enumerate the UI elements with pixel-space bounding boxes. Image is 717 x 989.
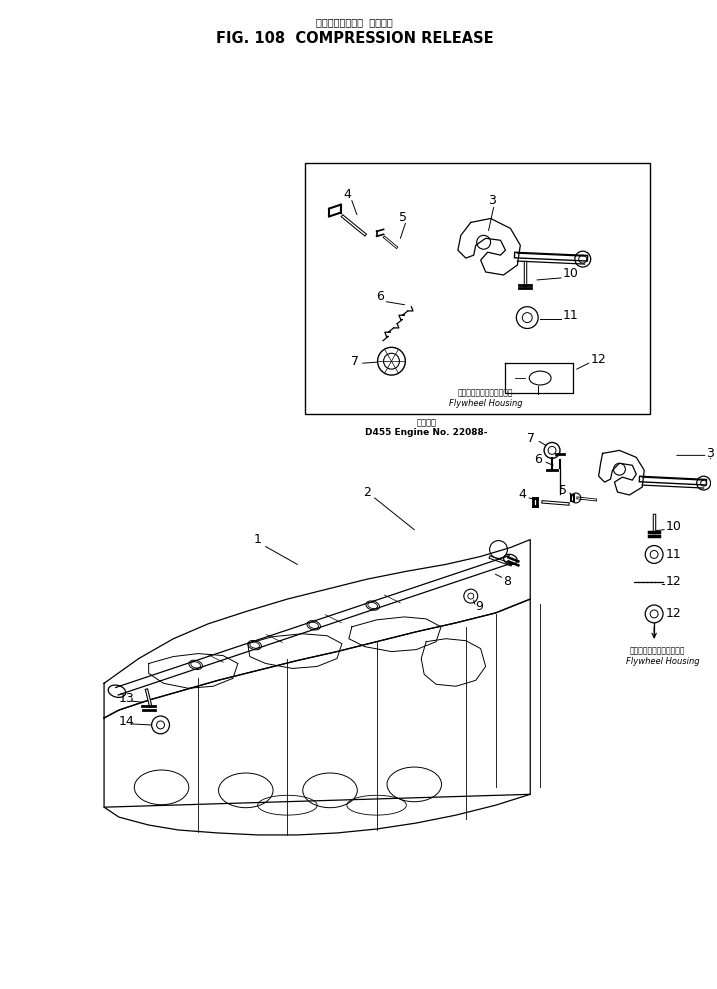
Text: 13: 13: [119, 691, 135, 705]
Polygon shape: [104, 599, 531, 835]
Text: フライホイールハウジング: フライホイールハウジング: [458, 389, 513, 398]
Text: Flywheel Housing: Flywheel Housing: [449, 400, 523, 408]
Text: 7: 7: [351, 355, 358, 368]
Text: 4: 4: [518, 489, 526, 501]
Text: 3: 3: [706, 447, 713, 460]
Text: D455 Engine No. 22088-: D455 Engine No. 22088-: [365, 428, 488, 437]
Text: 5: 5: [559, 484, 567, 496]
Text: 6: 6: [534, 453, 542, 466]
Text: コンプレッション  リリーズ: コンプレッション リリーズ: [316, 17, 393, 28]
Text: Flywheel Housing: Flywheel Housing: [627, 657, 700, 666]
Text: 12: 12: [666, 607, 682, 620]
Text: 5: 5: [399, 211, 407, 224]
Text: 12: 12: [591, 353, 607, 366]
Text: 14: 14: [119, 715, 135, 729]
Text: FIG. 108  COMPRESSION RELEASE: FIG. 108 COMPRESSION RELEASE: [216, 32, 493, 46]
Text: 1: 1: [254, 533, 262, 546]
Text: 6: 6: [376, 291, 384, 304]
Text: 3: 3: [488, 194, 495, 207]
Text: 4: 4: [343, 188, 351, 201]
Text: 適用番号: 適用番号: [416, 418, 436, 427]
Text: 10: 10: [563, 267, 579, 281]
Text: 2: 2: [363, 486, 371, 498]
Bar: [305, 163, 650, 413]
Text: 10: 10: [666, 520, 682, 533]
Text: 7: 7: [527, 432, 535, 445]
Text: 11: 11: [563, 310, 579, 322]
Text: 9: 9: [475, 600, 483, 613]
Polygon shape: [104, 540, 531, 718]
Text: 11: 11: [666, 548, 682, 561]
Text: 8: 8: [503, 575, 511, 587]
Text: フライホイールハウジング: フライホイールハウジング: [630, 646, 685, 655]
Text: 12: 12: [666, 575, 682, 587]
